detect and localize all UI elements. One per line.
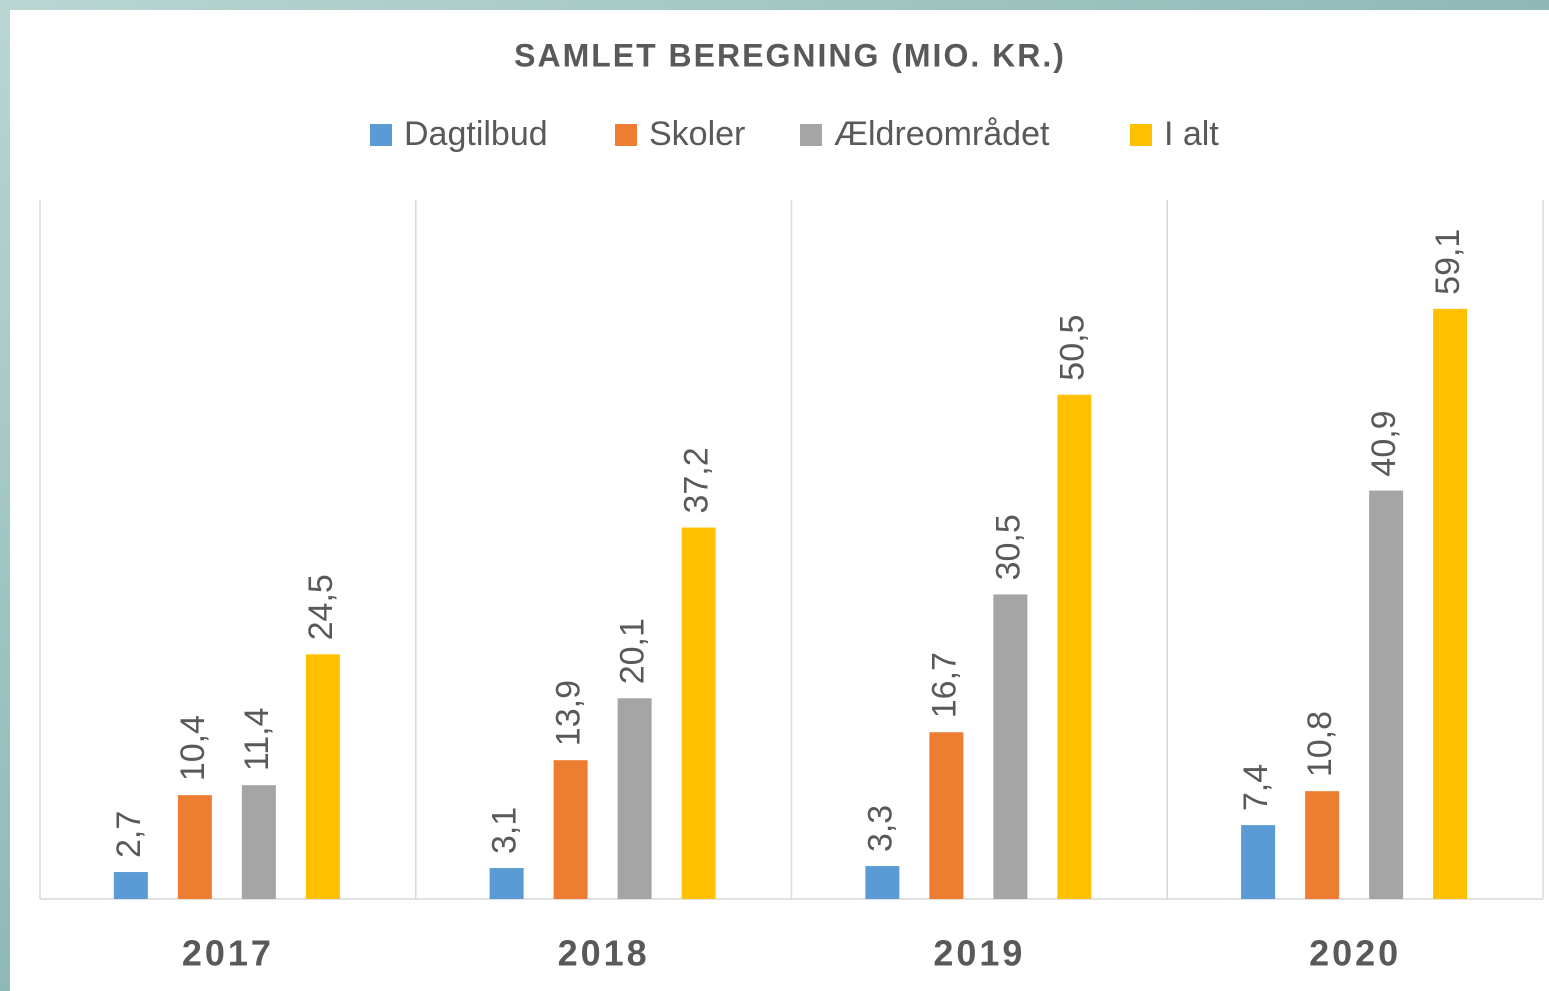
bar: [305, 654, 340, 899]
data-label: 50,5: [1053, 315, 1091, 381]
legend-label: I alt: [1164, 115, 1219, 153]
bar: [113, 872, 148, 899]
bar: [241, 785, 276, 899]
data-label: 10,8: [1301, 711, 1339, 777]
legend-label: Dagtilbud: [404, 115, 548, 153]
data-label: 24,5: [302, 574, 340, 640]
data-label: 20,1: [614, 618, 652, 684]
bar: [489, 868, 524, 899]
bar: [1241, 825, 1276, 899]
bar: [993, 594, 1028, 899]
bar: [929, 732, 964, 899]
data-label: 3,3: [861, 805, 899, 852]
bar: [1433, 308, 1468, 899]
x-tick-label: 2017: [182, 933, 274, 974]
data-label: 13,9: [550, 680, 588, 746]
chart-title: SAMLET BEREGNING (MIO. KR.): [514, 37, 1066, 73]
bar: [1369, 490, 1404, 899]
x-tick-label: 2020: [1309, 933, 1401, 974]
data-label: 10,4: [174, 715, 212, 781]
x-tick-label: 2019: [933, 933, 1025, 974]
legend-label: Ældreområdet: [834, 115, 1050, 153]
bar: [1305, 791, 1340, 899]
data-label: 3,1: [486, 807, 524, 854]
data-label: 16,7: [925, 652, 963, 718]
bar: [617, 698, 652, 899]
legend-swatch: [615, 124, 637, 146]
bar: [1057, 394, 1092, 899]
x-tick-label: 2018: [558, 933, 650, 974]
legend-swatch: [800, 124, 822, 146]
legend-swatch: [1130, 124, 1152, 146]
data-label: 59,1: [1429, 229, 1467, 295]
legend-label: Skoler: [649, 115, 745, 153]
bar: [681, 527, 716, 899]
data-label: 7,4: [1237, 764, 1275, 811]
bar: [177, 795, 212, 899]
legend-swatch: [370, 124, 392, 146]
bar: [865, 866, 900, 899]
data-label: 30,5: [989, 514, 1027, 580]
bar: [553, 760, 588, 899]
data-label: 11,4: [238, 708, 276, 772]
data-label: 40,9: [1365, 410, 1403, 476]
data-label: 37,2: [678, 447, 716, 513]
data-label: 2,7: [110, 811, 148, 858]
